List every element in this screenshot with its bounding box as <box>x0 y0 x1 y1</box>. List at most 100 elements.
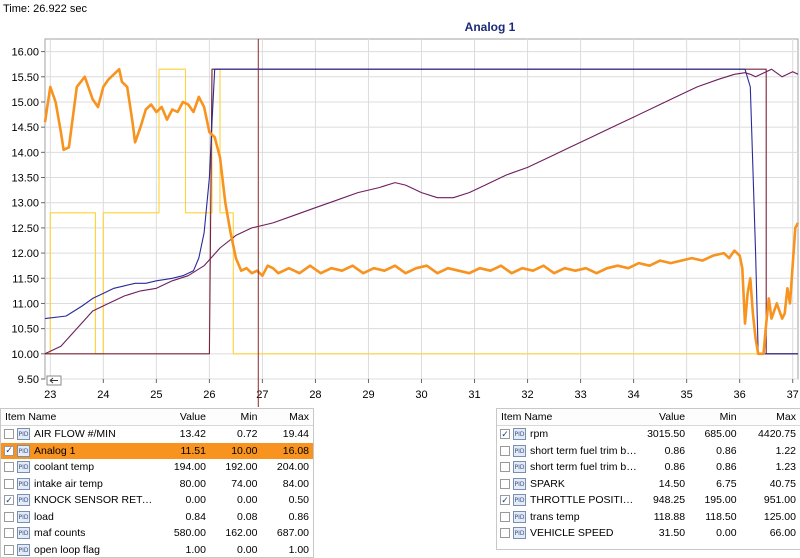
item-min: 0.86 <box>689 459 741 476</box>
x-tick-label: 37 <box>787 389 799 401</box>
header-max[interactable]: Max <box>261 409 313 425</box>
pid-icon: PID <box>513 428 526 440</box>
item-value: 0.86 <box>640 459 690 476</box>
item-max: 66.00 <box>741 525 800 542</box>
pid-icon: PID <box>513 445 526 457</box>
item-max: 1.23 <box>741 459 800 476</box>
item-value: 1.00 <box>155 542 210 558</box>
x-tick-label: 32 <box>521 389 533 401</box>
item-value: 194.00 <box>155 459 210 476</box>
header-item-name[interactable]: Item Name <box>1 409 155 425</box>
pid-icon: PID <box>17 461 30 473</box>
checkbox-icon[interactable] <box>4 512 14 522</box>
pid-icon: PID <box>17 428 30 440</box>
item-max: 951.00 <box>741 492 800 509</box>
item-value: 11.51 <box>155 443 210 460</box>
item-min: 0.08 <box>210 509 262 526</box>
item-max: 19.44 <box>261 426 313 443</box>
y-tick-label: 14.50 <box>11 122 39 134</box>
item-name: KNOCK SENSOR RETA... <box>34 492 155 509</box>
item-max: 1.00 <box>261 542 313 558</box>
x-tick-label: 23 <box>44 389 56 401</box>
checkbox-icon[interactable] <box>500 462 510 472</box>
item-min: 195.00 <box>689 492 741 509</box>
pid-icon: PID <box>17 527 30 539</box>
pid-icon: PID <box>513 461 526 473</box>
checkbox-icon[interactable] <box>4 528 14 538</box>
scroll-left-arrow-icon[interactable] <box>47 376 61 385</box>
x-tick-label: 25 <box>150 389 162 401</box>
item-min: 0.86 <box>689 443 741 460</box>
item-name: VEHICLE SPEED <box>530 525 613 542</box>
header-min[interactable]: Min <box>210 409 262 425</box>
pid-icon: PID <box>513 494 526 506</box>
y-tick-label: 15.50 <box>11 72 39 84</box>
header-value[interactable]: Value <box>155 409 209 425</box>
checkbox-icon[interactable]: ✓ <box>4 495 14 505</box>
checkbox-icon[interactable] <box>500 528 510 538</box>
header-item-name[interactable]: Item Name <box>497 409 640 425</box>
item-value: 13.42 <box>155 426 210 443</box>
x-tick-label: 33 <box>574 389 586 401</box>
item-name: short term fuel trim ba... <box>530 443 640 460</box>
checkbox-icon[interactable] <box>4 462 14 472</box>
pid-icon: PID <box>513 478 526 490</box>
header-min[interactable]: Min <box>689 409 741 425</box>
checkbox-icon[interactable]: ✓ <box>500 429 510 439</box>
item-min: 0.00 <box>210 492 262 509</box>
item-value: 580.00 <box>155 525 210 542</box>
item-min: 192.00 <box>210 459 262 476</box>
item-name-cell: PID coolant temp <box>1 459 155 476</box>
x-tick-label: 31 <box>468 389 480 401</box>
item-min: 0.00 <box>210 542 262 558</box>
checkbox-icon[interactable] <box>4 429 14 439</box>
item-max: 16.08 <box>261 443 313 460</box>
item-min: 74.00 <box>210 476 262 493</box>
grid <box>45 39 798 379</box>
checkbox-icon[interactable] <box>4 479 14 489</box>
checkbox-icon[interactable] <box>500 479 510 489</box>
y-tick-label: 11.50 <box>12 273 39 285</box>
item-value: 948.25 <box>640 492 690 509</box>
item-name: coolant temp <box>34 459 94 476</box>
y-tick-label: 12.00 <box>11 248 39 260</box>
x-tick-label: 34 <box>627 389 639 401</box>
header-value[interactable]: Value <box>640 409 690 425</box>
item-min: 685.00 <box>689 426 741 443</box>
item-max: 0.50 <box>261 492 313 509</box>
x-tick-label: 35 <box>681 389 693 401</box>
item-value: 14.50 <box>640 476 690 493</box>
checkbox-icon[interactable]: ✓ <box>500 495 510 505</box>
item-value: 118.88 <box>640 509 690 526</box>
checkbox-icon[interactable] <box>500 512 510 522</box>
checkbox-icon[interactable] <box>500 446 510 456</box>
item-min: 10.00 <box>210 443 262 460</box>
checkbox-icon[interactable] <box>4 545 14 555</box>
item-max: 4420.75 <box>741 426 800 443</box>
item-name: intake air temp <box>34 476 103 493</box>
item-min: 6.75 <box>689 476 741 493</box>
header-max[interactable]: Max <box>741 409 800 425</box>
checkbox-icon[interactable]: ✓ <box>4 446 14 456</box>
item-value: 80.00 <box>155 476 210 493</box>
